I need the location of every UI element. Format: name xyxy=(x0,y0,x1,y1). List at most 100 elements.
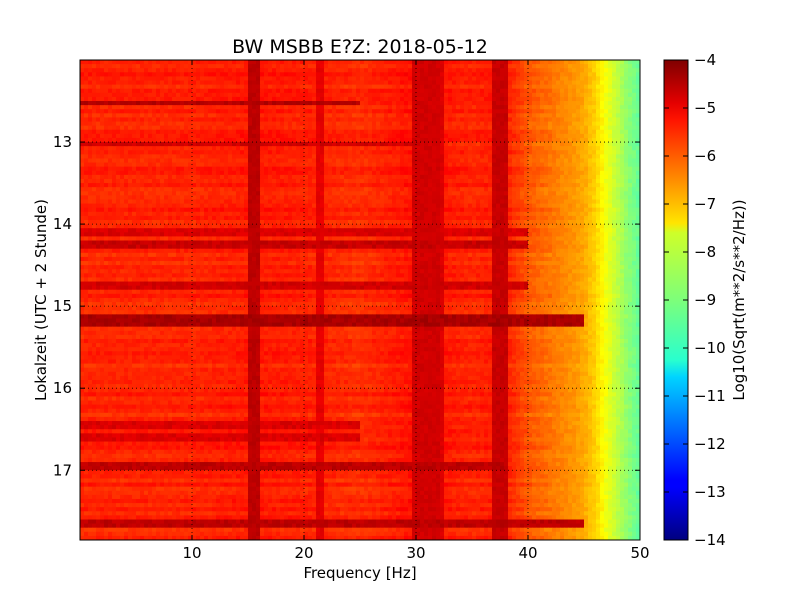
heatmap-cell xyxy=(124,199,129,205)
heatmap-cell xyxy=(292,64,297,69)
heatmap-cell xyxy=(416,76,421,82)
heatmap-cell xyxy=(560,166,565,172)
heatmap-cell xyxy=(292,199,297,205)
heatmap-cell xyxy=(532,113,537,118)
heatmap-cell xyxy=(248,64,253,69)
heatmap-cell xyxy=(400,146,405,151)
heatmap-cell xyxy=(112,195,117,200)
heatmap-cell xyxy=(100,166,105,172)
heatmap-cell xyxy=(144,88,149,94)
heatmap-cell xyxy=(204,146,209,151)
heatmap-cell xyxy=(448,109,453,114)
heatmap-cell xyxy=(296,142,301,147)
heatmap-cell xyxy=(312,117,317,123)
heatmap-cell xyxy=(372,101,377,106)
heatmap-cell xyxy=(88,137,93,143)
heatmap-cell xyxy=(516,117,521,123)
heatmap-cell xyxy=(456,109,461,114)
heatmap-cell xyxy=(556,84,561,90)
heatmap-cell xyxy=(344,166,349,172)
heatmap-cell xyxy=(552,166,557,172)
heatmap-cell xyxy=(420,109,425,114)
heatmap-cell xyxy=(308,133,313,139)
heatmap-cell xyxy=(632,96,637,102)
heatmap-cell xyxy=(536,96,541,102)
heatmap-cell xyxy=(472,162,477,168)
heatmap-cell xyxy=(424,72,429,77)
heatmap-cell xyxy=(512,178,517,184)
heatmap-cell xyxy=(84,117,89,123)
heatmap-cell xyxy=(560,80,565,86)
heatmap-cell xyxy=(356,101,361,106)
heatmap-cell xyxy=(432,199,437,205)
heatmap-cell xyxy=(172,162,177,168)
heatmap-cell xyxy=(580,76,585,82)
heatmap-cell xyxy=(468,121,473,127)
heatmap-cell xyxy=(232,158,237,164)
heatmap-cell xyxy=(596,166,601,172)
heatmap-cell xyxy=(176,150,181,155)
heatmap-cell xyxy=(144,76,149,82)
heatmap-cell xyxy=(128,174,133,180)
heatmap-cell xyxy=(192,125,197,131)
heatmap-cell xyxy=(236,64,241,69)
heatmap-cell xyxy=(176,195,181,200)
heatmap-cell xyxy=(308,170,313,176)
heatmap-cell xyxy=(360,146,365,151)
heatmap-cell xyxy=(348,199,353,205)
heatmap-cell xyxy=(236,183,241,188)
heatmap-cell xyxy=(636,146,641,151)
heatmap-cell xyxy=(320,60,325,65)
heatmap-cell xyxy=(436,64,441,69)
heatmap-cell xyxy=(404,178,409,184)
heatmap-cell xyxy=(404,60,409,65)
heatmap-cell xyxy=(444,92,449,98)
heatmap-cell xyxy=(408,72,413,77)
heatmap-cell xyxy=(384,162,389,168)
heatmap-cell xyxy=(596,88,601,94)
heatmap-cell xyxy=(504,84,509,90)
heatmap-cell xyxy=(548,150,553,155)
heatmap-cell xyxy=(472,195,477,200)
heatmap-cell xyxy=(476,170,481,176)
heatmap-cell xyxy=(372,96,377,102)
heatmap-cell xyxy=(568,76,573,82)
heatmap-cell xyxy=(528,64,533,69)
heatmap-cell xyxy=(128,60,133,65)
heatmap-cell xyxy=(176,203,181,209)
heatmap-cell xyxy=(416,117,421,123)
heatmap-cell xyxy=(248,92,253,98)
heatmap-cell xyxy=(296,113,301,118)
heatmap-cell xyxy=(216,162,221,168)
heatmap-cell xyxy=(556,166,561,172)
heatmap-cell xyxy=(168,146,173,151)
heatmap-cell xyxy=(152,137,157,143)
heatmap-cell xyxy=(596,150,601,155)
heatmap-cell xyxy=(576,96,581,102)
heatmap-cell xyxy=(252,133,257,139)
heatmap-cell xyxy=(328,150,333,155)
heatmap-cell xyxy=(264,170,269,176)
heatmap-cell xyxy=(220,101,225,106)
heatmap-cell xyxy=(96,154,101,159)
heatmap-cell xyxy=(636,199,641,205)
heatmap-cell xyxy=(264,92,269,98)
heatmap-cell xyxy=(288,170,293,176)
heatmap-cell xyxy=(588,133,593,139)
heatmap-cell xyxy=(408,133,413,139)
heatmap-cell xyxy=(520,72,525,77)
heatmap-cell xyxy=(320,72,325,77)
heatmap-cell xyxy=(524,133,529,139)
heatmap-cell xyxy=(132,174,137,180)
heatmap-cell xyxy=(468,72,473,77)
heatmap-cell xyxy=(296,178,301,184)
heatmap-cell xyxy=(280,80,285,86)
heatmap-cell xyxy=(304,68,309,73)
heatmap-cell xyxy=(92,88,97,94)
heatmap-cell xyxy=(216,178,221,184)
heatmap-cell xyxy=(80,76,85,82)
heatmap-cell xyxy=(592,146,597,151)
heatmap-cell xyxy=(100,60,105,65)
heatmap-cell xyxy=(512,162,517,168)
heatmap-cell xyxy=(108,174,113,180)
